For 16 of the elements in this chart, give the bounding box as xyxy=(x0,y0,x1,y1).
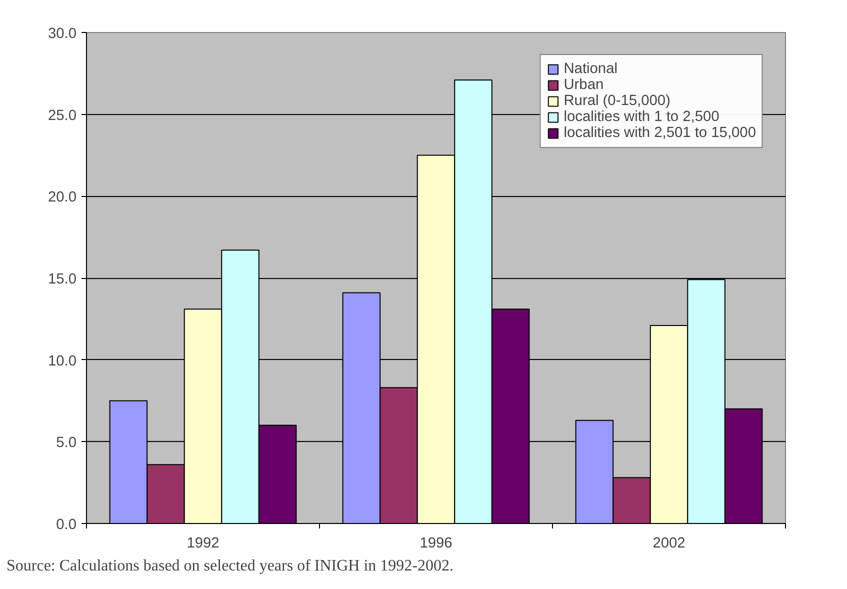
y-tick-label: 20.0 xyxy=(48,190,77,206)
legend-label: National xyxy=(564,61,618,77)
legend-label: Rural (0-15,000) xyxy=(564,93,670,109)
legend-label: Urban xyxy=(564,77,604,93)
x-tick-label: 1996 xyxy=(420,536,452,552)
x-tick-label: 1992 xyxy=(186,536,220,552)
legend-label: localities with 1 to 2,500 xyxy=(564,109,720,125)
y-tick-label: 0.0 xyxy=(56,517,76,533)
x-tick-label: 2002 xyxy=(652,536,686,552)
legend-label: localities with 2,501 to 15,000 xyxy=(564,125,756,141)
y-tick-label: 30.0 xyxy=(48,26,77,42)
y-tick-label: 5.0 xyxy=(56,435,76,452)
y-tick-label: 10.0 xyxy=(48,353,77,370)
y-tick-label: 25.0 xyxy=(48,108,77,124)
source-note: Source: Calculations based on selected years of INIGH in 1992-2002. xyxy=(6,558,454,574)
y-tick-label: 15.0 xyxy=(48,272,77,288)
